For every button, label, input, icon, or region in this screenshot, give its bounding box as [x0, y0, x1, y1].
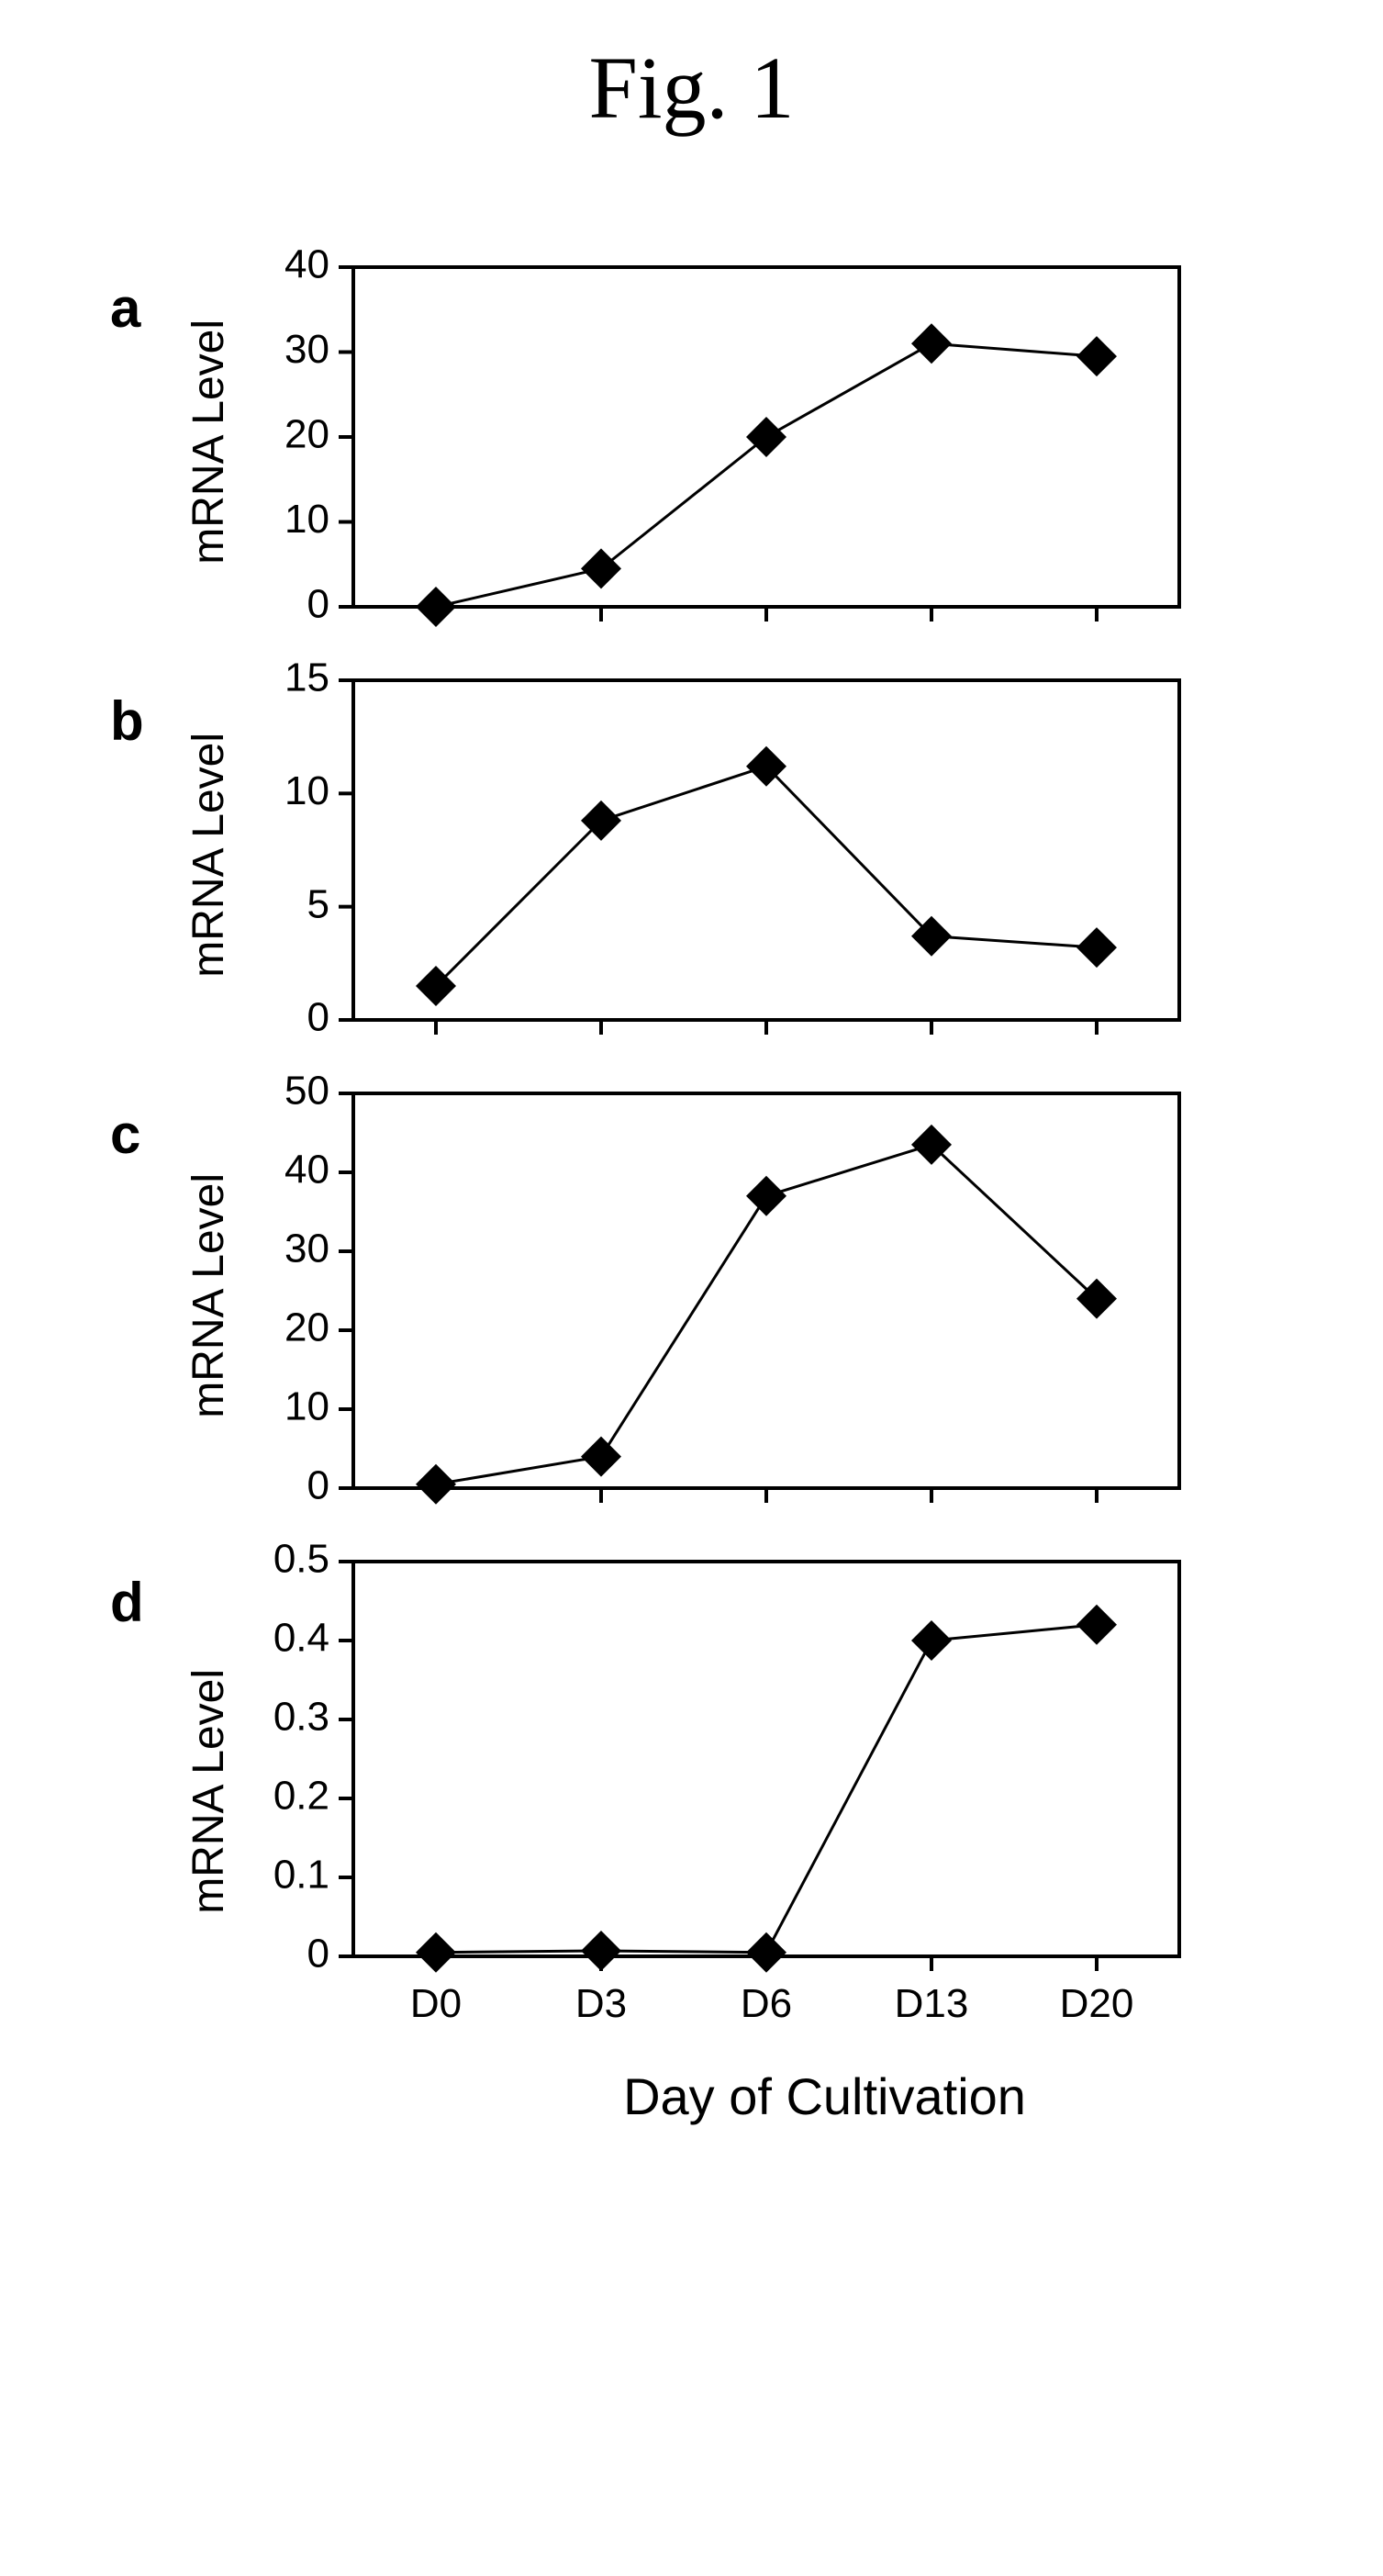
y-tick-label: 30: [284, 1226, 329, 1271]
y-tick-label: 15: [284, 662, 329, 700]
y-axis-label: mRNA Level: [184, 1173, 234, 1418]
y-tick-label: 40: [284, 249, 329, 287]
x-tick-label: D20: [1060, 1981, 1134, 2026]
chart-svg-container: 0 5 10 15: [243, 662, 1198, 1047]
x-tick-label: D3: [575, 1981, 627, 2026]
y-tick-label: 20: [284, 412, 329, 457]
chart-panel-b: 0 5 10 15: [243, 662, 1198, 1047]
y-axis-label: mRNA Level: [184, 1669, 234, 1914]
y-tick-label: 50: [284, 1075, 329, 1114]
y-tick-label: 0: [307, 1463, 329, 1508]
chart-panel-d: 0 0.1 0.2 0.3 0.4 0.5 D0 D3 D6 D13 D20: [243, 1543, 1198, 2039]
data-marker: [1076, 336, 1117, 376]
chart-panel-c: 0 10 20 30 40 50: [243, 1075, 1198, 1516]
y-tick-label: 0: [307, 582, 329, 627]
y-tick-label: 40: [284, 1148, 329, 1193]
data-marker: [581, 1931, 621, 1971]
panel-label-c: c: [110, 1103, 184, 1166]
chart-svg-container: 0 0.1 0.2 0.3 0.4 0.5 D0 D3 D6 D13 D20: [243, 1543, 1198, 2039]
panel-label-b: b: [110, 689, 184, 753]
x-tick-label: D13: [895, 1981, 969, 2026]
data-marker: [746, 1176, 786, 1216]
chart-svg-container: 0 10 20 30 40 50: [243, 1075, 1198, 1516]
plot-box: [353, 1562, 1179, 1956]
data-marker: [581, 1437, 621, 1477]
plot-box: [353, 680, 1179, 1020]
data-marker: [911, 323, 952, 364]
data-line: [436, 1625, 1097, 1953]
y-tick-label: 10: [284, 768, 329, 813]
y-axis-label: mRNA Level: [184, 733, 234, 978]
y-tick-label: 0.4: [273, 1616, 329, 1661]
chart-wrapper: mRNA Level 0 5 10 15: [184, 662, 1198, 1047]
x-tick-label: D0: [410, 1981, 462, 2026]
figure-title: Fig. 1: [37, 37, 1346, 139]
charts-container: amRNA Level010203040bmRNA Level051015cmR…: [110, 249, 1346, 2039]
data-marker: [416, 1932, 456, 1973]
y-tick-label: 20: [284, 1305, 329, 1350]
panel-label-a: a: [110, 276, 184, 340]
data-marker: [746, 417, 786, 457]
y-tick-label: 0: [307, 995, 329, 1040]
y-axis-label: mRNA Level: [184, 319, 234, 565]
chart-row-d: dmRNA Level 0 0.1 0.2 0.3 0.4 0.5 D0 D3 D6 D13 D20: [110, 1543, 1346, 2039]
plot-box: [353, 1093, 1179, 1488]
data-marker: [416, 587, 456, 627]
chart-wrapper: mRNA Level 0 10 20 30 40 50: [184, 1075, 1198, 1516]
chart-panel-a: 0 10 20 30 40: [243, 249, 1198, 634]
y-tick-label: 10: [284, 497, 329, 542]
chart-row-b: bmRNA Level 0 5 10 15: [110, 662, 1346, 1047]
y-tick-label: 0.2: [273, 1774, 329, 1819]
data-marker: [911, 1620, 952, 1661]
y-tick-label: 30: [284, 327, 329, 372]
panel-label-d: d: [110, 1571, 184, 1634]
chart-wrapper: mRNA Level 0 0.1 0.2 0.3 0.4 0.5 D0 D3 D6 D13 D20: [184, 1543, 1198, 2039]
y-tick-label: 5: [307, 881, 329, 926]
chart-wrapper: mRNA Level 0 10 20 30 40: [184, 249, 1198, 634]
chart-row-c: cmRNA Level 0 10 20 30 40 50: [110, 1075, 1346, 1516]
x-tick-label: D6: [741, 1981, 792, 2026]
xlabel-container: Day of Cultivation: [303, 2066, 1346, 2126]
x-axis-label: Day of Cultivation: [623, 2067, 1026, 2125]
data-marker: [581, 548, 621, 588]
data-line: [436, 343, 1097, 607]
data-line: [436, 767, 1097, 986]
data-marker: [1076, 927, 1117, 968]
chart-svg-container: 0 10 20 30 40: [243, 249, 1198, 634]
data-marker: [416, 1464, 456, 1505]
chart-row-a: amRNA Level 0 10 20 30 40: [110, 249, 1346, 634]
data-marker: [746, 1932, 786, 1973]
y-tick-label: 10: [284, 1384, 329, 1429]
y-tick-label: 0.3: [273, 1695, 329, 1740]
y-tick-label: 0.1: [273, 1853, 329, 1898]
y-tick-label: 0: [307, 1932, 329, 1977]
y-tick-label: 0.5: [273, 1543, 329, 1582]
data-marker: [1076, 1605, 1117, 1645]
